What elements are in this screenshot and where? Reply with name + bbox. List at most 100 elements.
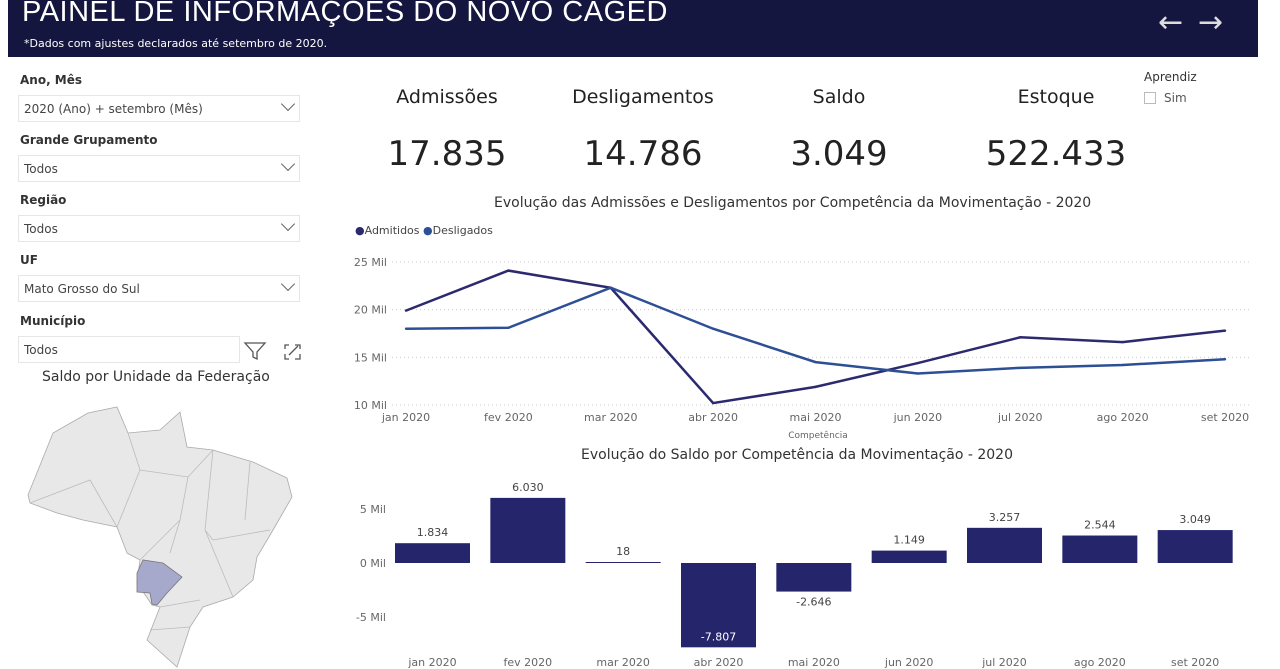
aprendiz-label: Aprendiz	[1144, 70, 1197, 84]
filter-municipio-dropdown[interactable]: Todos	[18, 336, 240, 363]
data-point	[711, 327, 715, 330]
header-banner: PAINEL DE INFORMAÇÕES DO NOVO CAGED *Dad…	[8, 0, 1258, 57]
x-tick-label: fev 2020	[484, 411, 533, 424]
data-point	[507, 269, 510, 272]
kpi-value-estoque: 522.433	[985, 134, 1127, 174]
filter-label-municipio: Município	[20, 314, 86, 328]
filter-ano-mes-dropdown[interactable]: 2020 (Ano) + setembro (Mês)	[18, 95, 300, 122]
y-tick-label: 25 Mil	[354, 256, 387, 269]
legend-desligados: Desligados	[432, 224, 493, 237]
line-legend: ●Admitidos ●Desligados	[355, 224, 493, 237]
filter-value: Todos	[24, 343, 58, 357]
legend-dot-desligados: ●	[423, 224, 433, 237]
filter-grande-grupamento-dropdown[interactable]: Todos	[18, 155, 300, 182]
bar-data-label: 6.030	[512, 481, 544, 494]
x-tick-label: abr 2020	[694, 656, 744, 669]
x-tick-label: mar 2020	[584, 411, 637, 424]
filter-label-grande-grupamento: Grande Grupamento	[20, 133, 158, 147]
filter-regiao-dropdown[interactable]: Todos	[18, 215, 300, 242]
x-tick-label: mar 2020	[596, 656, 649, 669]
data-point	[916, 361, 920, 365]
data-point	[814, 360, 817, 364]
x-tick-label: jan 2020	[381, 411, 430, 424]
data-point	[711, 401, 715, 405]
bar-jun-2020	[871, 550, 947, 563]
filter-label-regiao: Região	[20, 193, 67, 207]
bar-data-label: -2.646	[796, 596, 831, 609]
x-tick-label: jan 2020	[407, 656, 456, 669]
legend-admitidos: Admitidos	[364, 224, 420, 237]
x-tick-label: set 2020	[1201, 411, 1249, 424]
brazil-outline	[27, 406, 293, 668]
bar-data-label: -7.807	[701, 630, 736, 643]
bar-data-label: 1.149	[893, 534, 925, 547]
bar-jul-2020	[967, 527, 1042, 563]
data-point	[814, 385, 817, 389]
y-tick-label: 20 Mil	[354, 304, 387, 317]
aprendiz-sim-checkbox[interactable]	[1144, 92, 1156, 104]
map-title: Saldo por Unidade da Federação	[42, 369, 270, 385]
bar-set-2020	[1157, 530, 1233, 563]
arrow-right-icon[interactable]: →	[1198, 5, 1224, 40]
data-point	[404, 309, 408, 312]
bar-mai-2020	[776, 563, 852, 592]
kpi-value-saldo: 3.049	[790, 134, 888, 174]
filter-value: 2020 (Ano) + setembro (Mês)	[24, 102, 203, 116]
page-subtitle: *Dados com ajustes declarados até setemb…	[24, 37, 328, 50]
x-tick-label: fev 2020	[504, 656, 553, 669]
focus-mode-icon[interactable]	[283, 343, 303, 361]
bar-abr-2020	[681, 563, 756, 648]
y-tick-label: 0 Mil	[360, 557, 386, 570]
page-title: PAINEL DE INFORMAÇÕES DO NOVO CAGED	[22, 0, 668, 28]
x-tick-label: mai 2020	[788, 656, 840, 669]
x-tick-label: jul 2020	[997, 411, 1043, 424]
kpi-value-admissoes: 17.835	[387, 134, 507, 174]
bar-data-label: 2.544	[1084, 519, 1116, 532]
data-point	[1121, 363, 1124, 367]
x-tick-label: ago 2020	[1074, 656, 1126, 669]
data-point	[404, 327, 408, 330]
x-tick-label: jun 2020	[893, 411, 943, 424]
filter-uf-dropdown[interactable]: Mato Grosso do Sul	[18, 275, 300, 302]
data-point	[609, 286, 612, 289]
data-point	[1223, 329, 1227, 332]
x-tick-label: ago 2020	[1097, 411, 1149, 424]
y-tick-label: 10 Mil	[354, 399, 387, 412]
bar-jan-2020	[395, 543, 470, 563]
data-point	[1223, 358, 1227, 361]
state-borders	[29, 432, 271, 631]
brazil-map[interactable]	[0, 390, 330, 669]
x-tick-label: jul 2020	[981, 656, 1027, 669]
legend-dot-admitidos: ●	[355, 224, 365, 237]
bar-fev-2020	[490, 497, 566, 563]
filter-label-ano-mes: Ano, Mês	[20, 73, 83, 87]
kpi-label-estoque: Estoque	[1017, 86, 1095, 108]
x-tick-label: jun 2020	[884, 656, 934, 669]
kpi-label-desligamentos: Desligamentos	[572, 86, 714, 108]
data-point	[507, 326, 510, 329]
bar-mar-2020	[585, 562, 661, 563]
state-mato-grosso-do-sul[interactable]	[136, 559, 183, 606]
filter-value: Todos	[24, 222, 58, 236]
arrow-left-icon[interactable]: ←	[1158, 5, 1184, 40]
x-axis-title: Competência	[788, 430, 848, 441]
filter-icon[interactable]	[243, 341, 267, 361]
kpi-label-saldo: Saldo	[812, 86, 866, 108]
data-point	[1019, 366, 1022, 370]
bar-data-label: 3.049	[1179, 513, 1211, 526]
data-point	[1019, 336, 1022, 339]
filter-value: Mato Grosso do Sul	[24, 282, 140, 296]
data-point	[1121, 340, 1124, 344]
series-line-admitidos	[405, 269, 1226, 405]
kpi-value-desligamentos: 14.786	[583, 134, 703, 174]
line-chart-title: Evolução das Admissões e Desligamentos p…	[494, 195, 1092, 211]
bar-data-label: 1.834	[417, 526, 449, 539]
bar-data-label: 3.257	[989, 511, 1021, 524]
aprendiz-sim-label: Sim	[1164, 91, 1187, 105]
y-tick-label: 15 Mil	[354, 351, 387, 364]
bar-ago-2020	[1062, 535, 1138, 563]
y-tick-label: 5 Mil	[360, 503, 386, 516]
series-line-desligados	[405, 286, 1226, 375]
x-tick-label: abr 2020	[688, 411, 738, 424]
